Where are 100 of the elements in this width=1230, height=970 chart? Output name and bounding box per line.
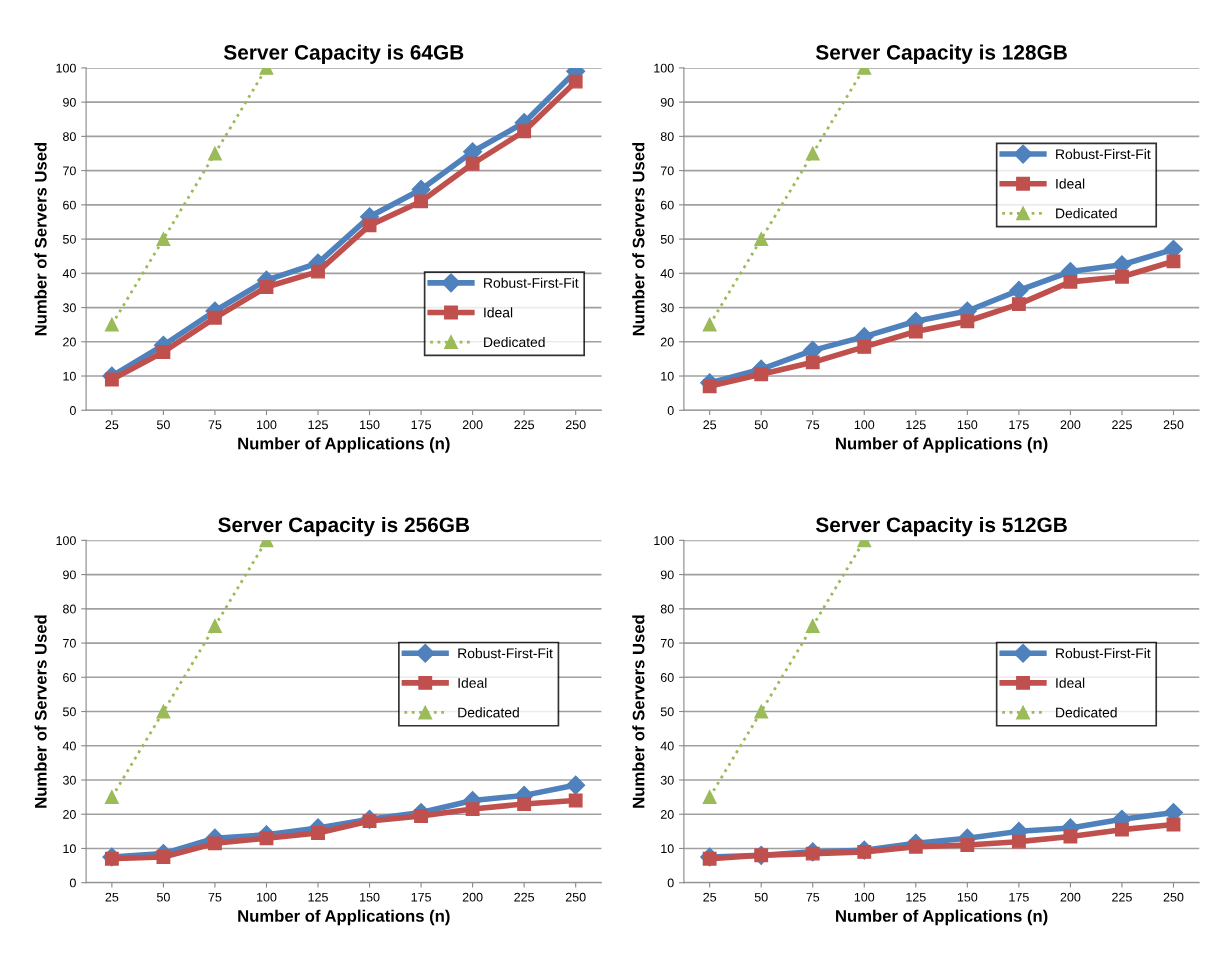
- x-tick-label: 25: [703, 420, 717, 430]
- x-tick-label: 100: [854, 892, 875, 902]
- x-tick-label: 150: [360, 420, 380, 430]
- point: [207, 146, 222, 161]
- legend-label: Ideal: [458, 677, 487, 688]
- x-tick-label: 200: [1060, 420, 1081, 430]
- y-tick-label: 0: [69, 406, 76, 415]
- x-tick-label: 25: [703, 892, 717, 902]
- x-tick-label: 200: [462, 420, 483, 430]
- x-tick-label: 125: [906, 420, 926, 430]
- point: [414, 194, 429, 209]
- point: [414, 808, 429, 823]
- point: [207, 310, 222, 325]
- y-tick-label: 30: [62, 303, 76, 313]
- point: [156, 704, 171, 719]
- point: [960, 314, 975, 329]
- y-tick-label: 10: [661, 844, 674, 854]
- y-tick-label: 20: [63, 810, 76, 819]
- x-tick-label: 225: [514, 420, 535, 430]
- x-tick-label: 150: [957, 892, 978, 902]
- point: [104, 372, 119, 387]
- y-tick-label: 30: [660, 775, 674, 785]
- y-axis-title: Number of Servers Used: [632, 615, 645, 808]
- y-tick-label: 100: [654, 63, 674, 73]
- x-tick-label: 150: [360, 892, 380, 902]
- legend-label: Dedicated: [484, 336, 545, 348]
- point: [702, 790, 717, 805]
- x-tick-label: 75: [208, 892, 222, 902]
- y-axis-title: Number of Servers Used: [34, 615, 47, 808]
- x-tick-label: 75: [806, 892, 820, 902]
- x-tick-label: 175: [411, 420, 431, 430]
- point: [311, 264, 325, 279]
- y-tick-label: 100: [56, 63, 76, 73]
- legend-label: Robust-First-Fit: [1056, 648, 1151, 659]
- x-tick-label: 225: [1112, 420, 1132, 430]
- point: [857, 844, 872, 859]
- x-tick-label: 100: [257, 420, 277, 430]
- chart-title: Server Capacity is 128GB: [815, 44, 1067, 64]
- x-axis-title: Number of Applications (n): [836, 909, 1048, 926]
- y-tick-label: 40: [660, 741, 674, 751]
- y-tick-label: 30: [660, 303, 674, 313]
- point: [465, 156, 480, 171]
- y-tick-label: 0: [667, 406, 674, 415]
- y-tick-label: 90: [660, 97, 674, 107]
- legend-label: Robust-First-Fit: [484, 277, 579, 288]
- chart-title: Server Capacity is 256GB: [218, 516, 470, 537]
- y-tick-label: 70: [660, 638, 674, 648]
- x-tick-label: 250: [565, 420, 586, 430]
- y-tick-label: 80: [660, 132, 674, 142]
- legend-label: Dedicated: [1056, 208, 1117, 219]
- point: [702, 379, 717, 394]
- point: [568, 793, 583, 808]
- point: [156, 850, 171, 864]
- y-tick-label: 40: [660, 269, 674, 278]
- legend-label: Ideal: [1056, 178, 1085, 189]
- y-tick-label: 60: [63, 200, 76, 210]
- x-tick-label: 25: [105, 892, 119, 902]
- point: [702, 317, 717, 332]
- x-tick-label: 125: [308, 892, 328, 902]
- y-tick-label: 60: [660, 200, 674, 210]
- y-tick-label: 20: [660, 337, 674, 347]
- point: [207, 836, 222, 851]
- y-tick-label: 70: [63, 166, 76, 176]
- point: [1011, 297, 1026, 312]
- x-tick-label: 200: [462, 892, 483, 902]
- point: [517, 124, 532, 139]
- y-tick-label: 50: [660, 234, 674, 244]
- y-tick-label: 60: [660, 673, 674, 682]
- y-tick-label: 0: [69, 878, 76, 888]
- legend-label: Dedicated: [458, 707, 519, 718]
- point: [960, 838, 975, 852]
- x-tick-label: 25: [105, 420, 119, 430]
- y-tick-label: 50: [62, 707, 76, 717]
- x-tick-label: 225: [514, 892, 535, 902]
- point: [259, 831, 274, 846]
- y-tick-label: 70: [63, 638, 76, 648]
- y-axis-title: Number of Servers Used: [34, 142, 47, 336]
- x-tick-label: 200: [1060, 892, 1081, 902]
- y-tick-label: 90: [63, 570, 76, 580]
- legend-label: Robust-First-Fit: [1056, 148, 1151, 160]
- point: [156, 345, 171, 359]
- x-tick-label: 75: [806, 420, 820, 430]
- x-tick-label: 250: [1163, 420, 1184, 430]
- y-tick-label: 30: [62, 775, 76, 785]
- x-tick-label: 175: [1009, 420, 1029, 430]
- x-tick-label: 50: [754, 420, 768, 430]
- point: [754, 704, 769, 719]
- y-tick-label: 20: [63, 337, 76, 347]
- x-tick-label: 225: [1112, 892, 1132, 902]
- y-tick-label: 60: [63, 673, 76, 682]
- y-tick-label: 0: [667, 878, 674, 888]
- point: [1115, 269, 1129, 284]
- point: [805, 146, 820, 161]
- y-tick-label: 100: [654, 536, 674, 545]
- y-tick-label: 80: [63, 604, 76, 614]
- point: [805, 618, 820, 633]
- point: [1063, 829, 1078, 844]
- y-tick-label: 70: [660, 166, 674, 176]
- point: [362, 814, 377, 829]
- point: [1166, 254, 1181, 269]
